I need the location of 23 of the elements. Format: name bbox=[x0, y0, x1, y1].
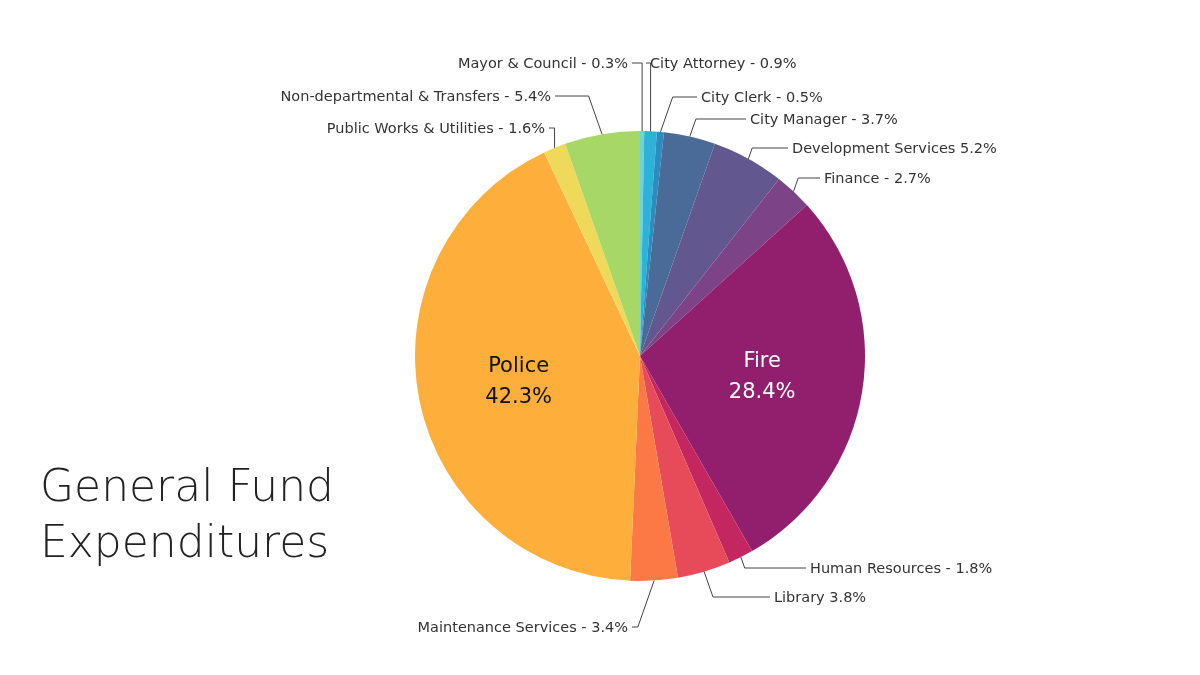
pie-slice bbox=[630, 356, 678, 581]
pie-slice bbox=[640, 205, 865, 552]
text: General Fund Expenditures bbox=[40, 459, 335, 569]
slice-label: Police bbox=[488, 353, 550, 378]
slice-label: Finance - 2.7% bbox=[824, 170, 931, 186]
slice-label: City Manager - 3.7% bbox=[750, 111, 898, 127]
pie-slice bbox=[544, 143, 640, 356]
slice-label: City Attorney - 0.9% bbox=[650, 55, 797, 71]
slice-label: Non-departmental & Transfers - 5.4% bbox=[280, 88, 551, 104]
slice-label: City Clerk - 0.5% bbox=[701, 89, 823, 105]
pie-slice bbox=[640, 132, 715, 356]
slice-label: Public Works & Utilities - 1.6% bbox=[326, 120, 545, 136]
slice-label: Mayor & Council - 0.3% bbox=[457, 55, 628, 71]
slice-label: Human Resources - 1.8% bbox=[810, 560, 993, 576]
slice-label: Development Services 5.2% bbox=[792, 140, 997, 156]
data-label: 28.4% bbox=[728, 379, 796, 404]
pie-slice bbox=[565, 131, 640, 356]
slice-label: Fire bbox=[743, 348, 781, 373]
slice-label: Maintenance Services - 3.4% bbox=[417, 619, 628, 635]
pie-slice bbox=[415, 152, 640, 581]
pie-slice bbox=[640, 356, 730, 578]
data-label: 42.3% bbox=[485, 384, 553, 409]
slice-label: Library 3.8% bbox=[774, 589, 867, 605]
